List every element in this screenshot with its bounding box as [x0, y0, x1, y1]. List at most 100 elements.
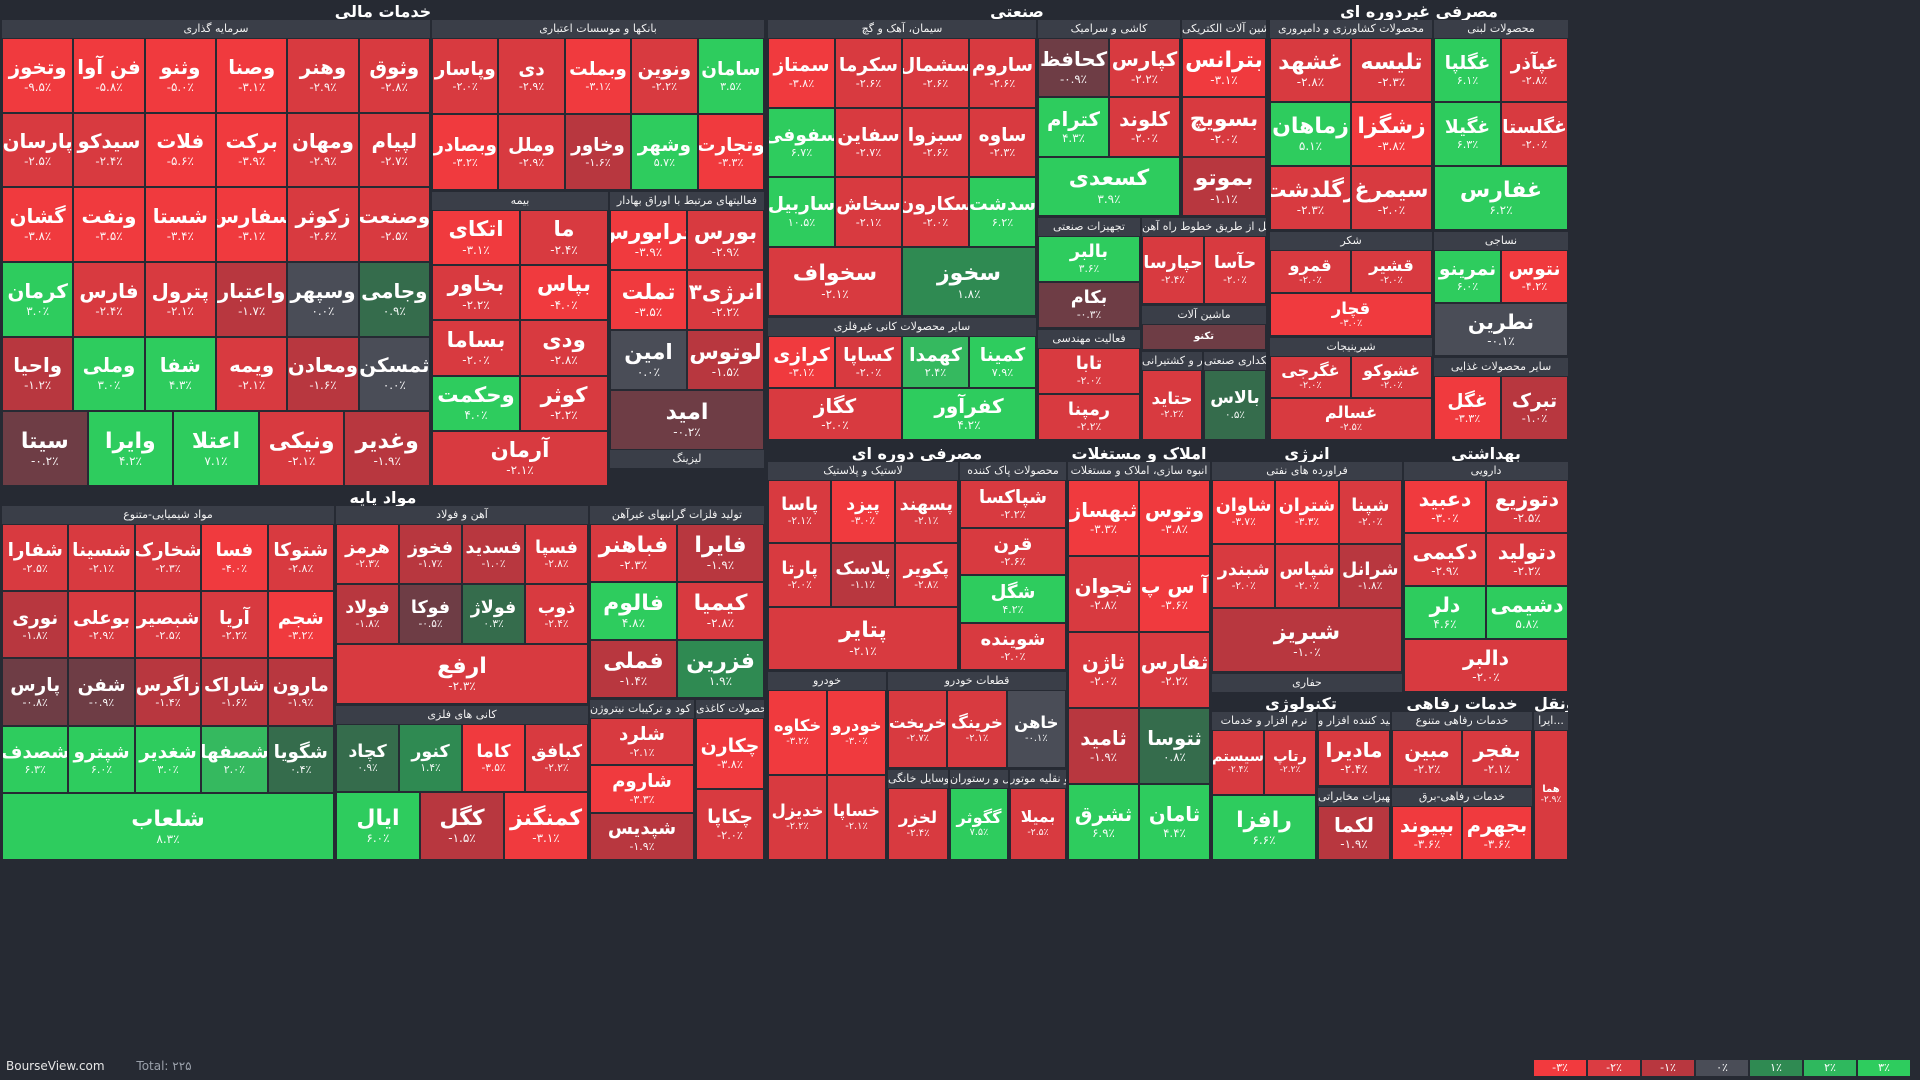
stock-tile[interactable]: قچار -۳.۰٪ [1270, 293, 1432, 336]
stock-tile[interactable]: سیمرغ -۲.۰٪ [1351, 166, 1432, 230]
stock-tile[interactable]: غگلپا ۶.۱٪ [1434, 38, 1501, 102]
stock-tile[interactable]: ثشرق ۶.۹٪ [1068, 784, 1139, 860]
stock-tile[interactable]: فایرا -۱.۹٪ [677, 524, 764, 582]
stock-tile[interactable]: اتکای -۳.۱٪ [432, 210, 520, 266]
stock-tile[interactable]: ثتوسا ۰.۸٪ [1139, 708, 1210, 784]
stock-tile[interactable]: وخاور -۱.۶٪ [564, 114, 632, 190]
stock-tile[interactable]: شاوان -۳.۷٪ [1212, 480, 1276, 544]
stock-tile[interactable]: کنور ۱.۴٪ [399, 724, 462, 792]
stock-tile[interactable]: بساما -۲.۰٪ [432, 320, 520, 376]
stock-tile[interactable]: کپارس -۲.۲٪ [1109, 38, 1180, 98]
stock-tile[interactable]: بالاس ۰.۵٪ [1204, 370, 1266, 440]
stock-tile[interactable]: لکما -۱.۹٪ [1318, 806, 1390, 860]
stock-tile[interactable]: خاهن -۰.۱٪ [1006, 690, 1066, 768]
stock-tile[interactable]: وبملت -۳.۱٪ [564, 38, 632, 114]
stock-tile[interactable]: چکاپا -۲.۰٪ [696, 789, 764, 860]
stock-tile[interactable]: شاراک -۱.۶٪ [201, 658, 268, 726]
stock-tile[interactable]: فلات -۵.۶٪ [144, 112, 216, 188]
stock-tile[interactable]: تابا -۲.۰٪ [1038, 348, 1140, 394]
stock-tile[interactable]: دی -۲.۹٪ [498, 38, 565, 114]
stock-tile[interactable]: شپاس -۲.۰٪ [1275, 544, 1339, 608]
stock-tile[interactable]: نمرینو ۶.۰٪ [1434, 250, 1501, 303]
stock-tile[interactable]: زماهان ۵.۱٪ [1270, 102, 1351, 166]
stock-tile[interactable]: شصفها ۲.۰٪ [201, 725, 268, 793]
stock-tile[interactable]: امید -۰.۲٪ [610, 390, 764, 450]
stock-tile[interactable]: وشهر ۵.۷٪ [631, 114, 698, 190]
stock-tile[interactable]: ثاژن -۲.۰٪ [1068, 632, 1139, 708]
stock-tile[interactable]: سیتا -۰.۲٪ [2, 411, 88, 486]
stock-tile[interactable]: فسا -۴.۰٪ [201, 524, 268, 592]
stock-tile[interactable]: کرازی -۳.۱٪ [768, 336, 835, 388]
stock-tile[interactable]: کگل -۱.۵٪ [420, 792, 504, 860]
stock-tile[interactable]: کگاز -۲.۰٪ [768, 388, 902, 440]
stock-tile[interactable]: شسینا -۲.۱٪ [68, 524, 135, 592]
stock-tile[interactable]: کترام ۴.۳٪ [1038, 97, 1109, 157]
stock-tile[interactable]: سامان ۳.۵٪ [697, 38, 764, 114]
stock-tile[interactable]: گگوثر ۷.۵٪ [950, 788, 1008, 860]
stock-tile[interactable]: غگرجی -۲.۰٪ [1270, 356, 1351, 398]
stock-tile[interactable]: وتجارت -۳.۳٪ [697, 114, 764, 190]
stock-tile[interactable]: شلرد -۲.۱٪ [590, 718, 694, 766]
stock-tile[interactable]: چکارن -۳.۸٪ [696, 718, 764, 789]
stock-tile[interactable]: فولاژ ۰.۳٪ [462, 584, 525, 644]
stock-tile[interactable]: بورس -۲.۹٪ [687, 210, 764, 270]
stock-tile[interactable]: سمتاز -۳.۸٪ [768, 38, 835, 108]
stock-tile[interactable]: غشوکو -۲.۰٪ [1351, 356, 1432, 398]
stock-tile[interactable]: کیمیا -۲.۸٪ [677, 582, 764, 640]
stock-tile[interactable]: سدشت ۶.۲٪ [969, 177, 1036, 247]
stock-tile[interactable]: غشهد -۲.۸٪ [1270, 38, 1351, 102]
stock-tile[interactable]: غگلستا -۲.۰٪ [1501, 102, 1568, 166]
stock-tile[interactable]: غفارس ۶.۲٪ [1434, 166, 1568, 230]
stock-tile[interactable]: سفوفی ۶.۷٪ [768, 107, 835, 177]
stock-tile[interactable]: پلاسک -۱.۱٪ [831, 543, 895, 607]
stock-tile[interactable]: شبندر -۲.۰٪ [1212, 544, 1276, 608]
stock-tile[interactable]: شتران -۳.۳٪ [1275, 480, 1339, 544]
stock-tile[interactable]: وجامی ۰.۹٪ [358, 262, 430, 337]
stock-tile[interactable]: وهنر -۲.۹٪ [287, 38, 359, 113]
stock-tile[interactable]: وملل -۲.۹٪ [498, 114, 565, 190]
stock-tile[interactable]: شپاکسا -۲.۲٪ [960, 480, 1066, 528]
stock-tile[interactable]: خریخت -۲.۷٪ [888, 690, 948, 768]
stock-tile[interactable]: آ س پ -۳.۶٪ [1139, 556, 1210, 632]
stock-tile[interactable]: ساربیل ۱۰.۵٪ [768, 177, 835, 247]
stock-tile[interactable]: دتولید -۲.۲٪ [1486, 533, 1568, 586]
stock-tile[interactable]: شرانل -۱.۸٪ [1338, 544, 1402, 608]
stock-tile[interactable]: ومعادن -۱.۶٪ [287, 336, 359, 412]
stock-tile[interactable]: زکوثر -۲.۶٪ [287, 187, 359, 262]
stock-tile[interactable]: مادیرا -۲.۴٪ [1318, 730, 1390, 786]
stock-tile[interactable]: شفن -۰.۹٪ [68, 658, 135, 726]
stock-tile[interactable]: وتوس -۳.۸٪ [1139, 480, 1210, 556]
stock-tile[interactable]: ساروم -۲.۶٪ [969, 38, 1036, 108]
stock-tile[interactable]: بوعلی -۲.۹٪ [68, 591, 135, 659]
stock-tile[interactable]: مارون -۱.۹٪ [267, 658, 334, 726]
stock-tile[interactable]: شاروم -۳.۳٪ [590, 765, 694, 813]
stock-tile[interactable]: فسپا -۲.۸٪ [525, 524, 588, 584]
stock-tile[interactable]: لپیام -۲.۷٪ [358, 112, 430, 188]
stock-tile[interactable]: پتایر -۲.۱٪ [768, 606, 958, 670]
stock-tile[interactable]: حتاید -۲.۲٪ [1142, 370, 1202, 440]
stock-tile[interactable]: ویمه -۲.۱٪ [216, 336, 288, 412]
stock-tile[interactable]: فالوم ۴.۸٪ [590, 582, 677, 640]
stock-tile[interactable]: کبافق -۲.۲٪ [525, 724, 588, 792]
stock-tile[interactable]: خرینگ -۲.۱٪ [947, 690, 1007, 768]
stock-tile[interactable]: شغدیر ۳.۰٪ [134, 725, 202, 793]
stock-tile[interactable]: شوینده -۲.۰٪ [960, 622, 1066, 670]
stock-tile[interactable]: شصدف ۶.۳٪ [2, 725, 69, 793]
stock-tile[interactable]: پارتا -۲.۰٪ [768, 543, 832, 607]
stock-tile[interactable]: دشیمی ۵.۸٪ [1486, 586, 1568, 639]
stock-tile[interactable]: ثبهساز -۳.۳٪ [1068, 480, 1139, 556]
stock-tile[interactable]: غگیلا ۶.۳٪ [1434, 102, 1501, 166]
stock-tile[interactable]: ثجوان -۲.۸٪ [1068, 556, 1139, 632]
stock-tile[interactable]: سبزوا -۲.۶٪ [902, 107, 969, 177]
stock-tile[interactable]: کسعدی ۳.۹٪ [1038, 156, 1180, 216]
stock-tile[interactable]: کمینا ۷.۹٪ [969, 336, 1036, 388]
stock-tile[interactable]: فسدید -۱.۰٪ [462, 524, 525, 584]
stock-tile[interactable]: وثوق -۲.۸٪ [358, 38, 430, 113]
stock-tile[interactable]: بپاس -۴.۰٪ [520, 265, 608, 321]
stock-tile[interactable]: غگل -۳.۳٪ [1434, 376, 1501, 440]
stock-tile[interactable]: واعتبار -۱.۷٪ [216, 262, 288, 337]
stock-tile[interactable]: ثامان ۴.۴٪ [1139, 784, 1210, 860]
stock-tile[interactable]: کفرآور ۴.۲٪ [902, 388, 1036, 440]
stock-tile[interactable]: ومهان -۲.۹٪ [287, 112, 359, 188]
stock-tile[interactable]: کساپا -۲.۰٪ [835, 336, 902, 388]
